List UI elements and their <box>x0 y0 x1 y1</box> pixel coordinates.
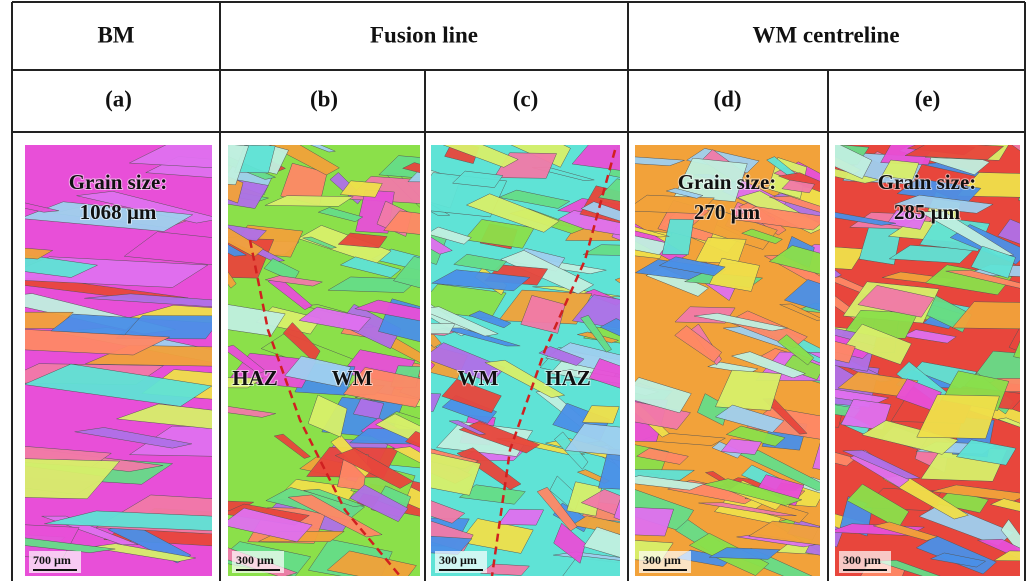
panel-label: (a) <box>105 86 132 111</box>
panel-label: (b) <box>310 86 338 111</box>
header-cell: WM centreline <box>752 22 899 47</box>
annotation: 285 µm <box>894 200 961 224</box>
scale-bar-label: 300 µm <box>439 553 477 567</box>
panel-label: (e) <box>915 86 941 111</box>
annotation: WM <box>458 366 499 390</box>
annotation: HAZ <box>232 366 278 390</box>
annotation: Grain size: <box>678 170 777 194</box>
annotation: WM <box>332 366 373 390</box>
scale-bar-label: 300 µm <box>643 553 681 567</box>
annotation: HAZ <box>545 366 591 390</box>
annotation: 270 µm <box>694 200 761 224</box>
panel-label: (d) <box>713 86 741 111</box>
header-cell: Fusion line <box>370 22 478 47</box>
header-cell: BM <box>97 22 134 47</box>
scale-bar-label: 300 µm <box>843 553 881 567</box>
annotation: 1068 µm <box>80 200 157 224</box>
scale-bar-label: 300 µm <box>236 553 274 567</box>
figure: BM Fusion line WM centreline (a) Grain si… <box>0 0 1031 581</box>
annotation: Grain size: <box>878 170 977 194</box>
annotation: Grain size: <box>69 170 168 194</box>
panel-label: (c) <box>513 86 539 111</box>
scale-bar-label: 700 µm <box>33 553 71 567</box>
